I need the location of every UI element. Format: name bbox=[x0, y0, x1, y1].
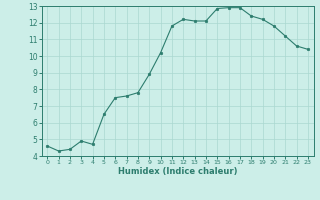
X-axis label: Humidex (Indice chaleur): Humidex (Indice chaleur) bbox=[118, 167, 237, 176]
